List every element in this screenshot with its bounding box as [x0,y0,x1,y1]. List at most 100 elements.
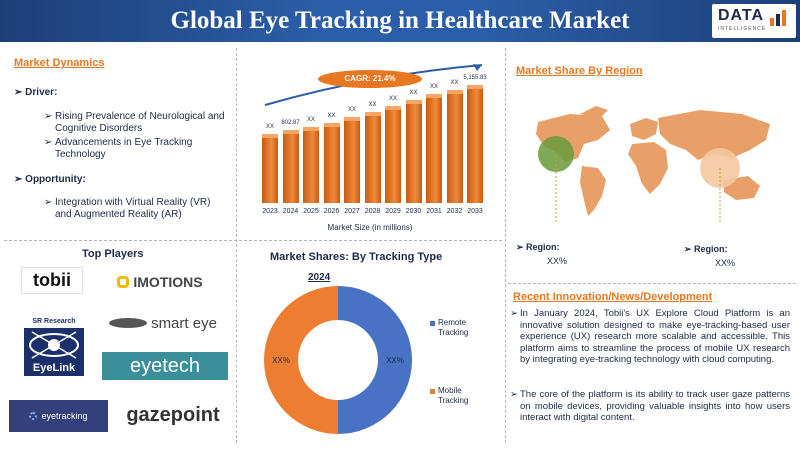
divider [236,48,237,443]
page-title: Global Eye Tracking in Healthcare Market [170,7,630,34]
bar [426,96,442,203]
donut-slice [338,286,412,434]
arrow-icon: ➢ [516,242,527,252]
logo-bars-icon [770,10,792,26]
region-title: Market Share By Region [516,65,643,77]
smart-eye-logo: smart eye [102,312,224,334]
bar-top [405,100,422,105]
bar-data-label: XX [265,124,274,131]
bar [344,119,360,203]
divider [505,48,506,443]
gazepoint-logo: gazepoint [126,403,220,426]
x-tick-label: 2033 [467,208,483,215]
x-tick-label: 2028 [364,208,381,215]
x-tick-label: 2032 [446,208,463,215]
top-players-title: Top Players [82,248,144,260]
bar-data-label: XX [409,90,418,97]
x-tick-label: 2031 [426,208,442,215]
north-america-highlight [538,136,574,172]
tracking-type-donut-chart: XX% XX% [264,286,412,434]
logo-word: DATA [718,7,765,24]
legend-mobile: Mobile Tracking [438,386,469,405]
x-tick-label: 2027 [344,208,360,215]
bar [303,129,319,203]
bar [364,114,381,203]
bar [262,136,278,203]
x-tick-label: 2029 [385,208,401,215]
donut-slice-label: XX% [272,356,290,365]
region-left-value: XX% [547,256,568,266]
bar-top [323,123,340,128]
bar-top [262,134,278,139]
south-america-shape [580,166,606,216]
donut-slice [264,286,338,434]
europe-shape [630,118,658,140]
bar-data-label: XX [450,80,459,86]
news-title: Recent Innovation/News/Development [513,291,713,303]
bar [405,102,422,203]
x-tick-label: 2023 [262,208,278,215]
bar [385,108,401,203]
arrow-icon: ➢ [44,197,53,208]
divider [508,283,796,284]
bar-top [385,106,401,111]
arrow-icon: ➢ [14,174,26,185]
eye-icon [109,318,148,328]
arrow-icon: ➢ [44,111,53,122]
region-right: ➢ Region: [684,244,728,254]
x-tick-label: 2025 [303,208,319,215]
bar-chart-xlabel: Market Size (in millions) [327,223,413,232]
legend-swatch-mobile [430,389,435,394]
divider [4,240,502,241]
eyetech-logo: eyetech [102,352,228,380]
legend-swatch-remote [430,321,435,326]
arrow-icon: ➢ [14,87,26,98]
bar-data-label: XX [429,84,438,91]
bar-data-label: 5,155.83 [463,75,487,81]
driver-item-2: ➢ Advancements in Eye Tracking Technology [44,137,193,160]
bar [446,92,463,203]
bar [467,87,483,203]
eyelink-label: EyeLink [32,362,76,374]
bar-top [446,90,463,94]
news-item-1: ➢ In January 2024, Tobii's UX Explore Clo… [510,308,790,365]
x-tick-label: 2026 [323,208,340,215]
region-right-value: XX% [715,258,736,268]
bar-top [344,117,360,122]
bar-top [364,112,381,117]
asia-shape [658,110,770,160]
region-left: ➢ Region: [516,242,560,252]
pie-title: Market Shares: By Tracking Type [270,251,443,263]
africa-shape [628,142,668,194]
dots-icon [29,412,38,420]
header-banner: Global Eye Tracking in Healthcare Market [0,0,800,42]
bar-data-label: XX [388,96,397,103]
bar [282,131,299,203]
sr-research-label: SR Research [32,317,76,325]
donut-slice-label: XX% [386,356,404,365]
bar-data-label: 802.87 [281,119,300,126]
eyetracking-logo: eyetracking [9,400,108,432]
opportunity-item-1: ➢ Integration with Virtual Reality (VR) a… [44,197,211,220]
cagr-badge: CAGR: 21.4% [318,70,422,88]
bar [323,125,340,203]
x-tick-label: 2030 [405,208,422,215]
bar-top [303,127,319,132]
imotions-icon [117,276,130,288]
opportunity-heading: ➢ Opportunity: [14,174,86,185]
bar-top [467,85,483,89]
greenland-shape [580,106,608,118]
eyelink-logo: EyeLink [24,328,84,376]
arrow-icon: ➢ [510,389,518,400]
bar-data-label: XX [306,117,315,124]
logo-subtitle: INTELLIGENCE [718,26,767,32]
bar-data-label: XX [368,102,377,109]
arrow-icon: ➢ [44,137,53,148]
news-item-2: ➢ The core of the platform is its ability… [510,389,790,423]
driver-item-1: ➢ Rising Prevalence of Neurological and C… [44,111,225,134]
bar-top [426,94,442,99]
world-map [536,106,770,224]
imotions-logo: IMOTIONS [112,272,208,292]
bar-data-label: XX [347,107,356,114]
x-tick-label: 2024 [282,208,299,215]
